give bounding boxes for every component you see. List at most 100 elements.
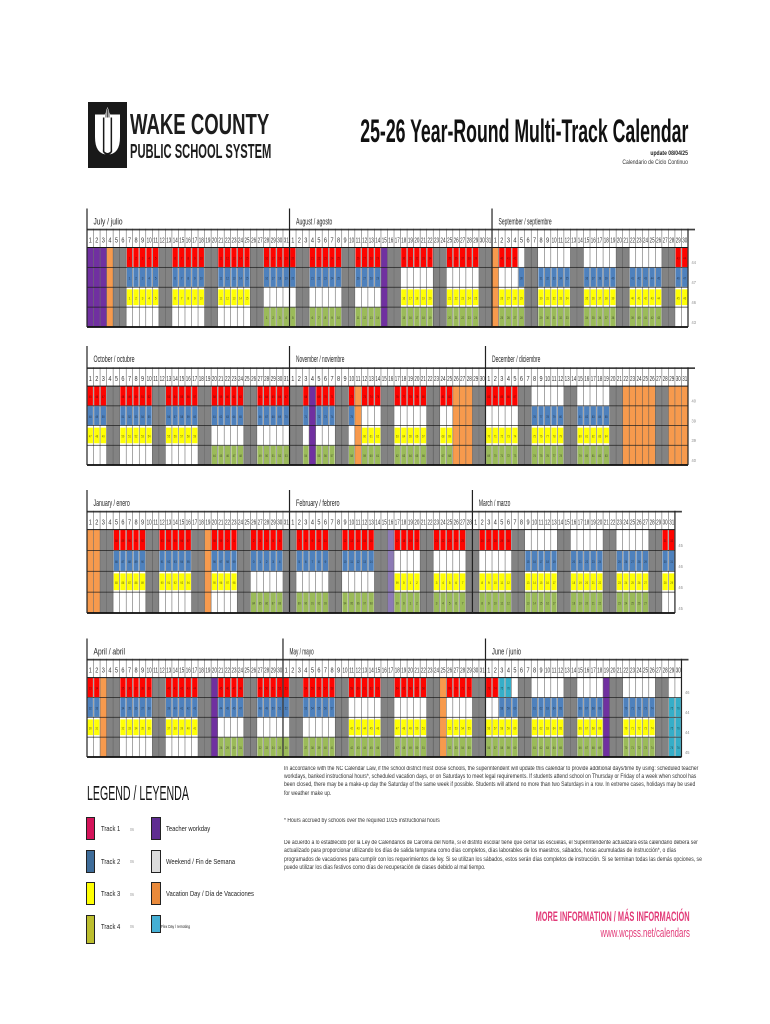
svg-text:3: 3 xyxy=(102,374,105,383)
svg-text:46: 46 xyxy=(376,745,379,750)
svg-text:13: 13 xyxy=(369,374,374,383)
svg-text:4: 4 xyxy=(148,295,150,300)
svg-text:25: 25 xyxy=(474,295,477,300)
svg-text:62: 62 xyxy=(220,414,223,419)
svg-text:71: 71 xyxy=(500,453,503,458)
svg-text:10: 10 xyxy=(545,665,550,674)
svg-text:89: 89 xyxy=(122,538,125,543)
svg-text:11: 11 xyxy=(153,517,158,526)
svg-text:11: 11 xyxy=(153,665,158,674)
svg-text:28: 28 xyxy=(460,665,465,674)
svg-text:49: 49 xyxy=(259,453,262,458)
svg-text:13: 13 xyxy=(565,665,570,674)
svg-text:17: 17 xyxy=(388,665,393,674)
svg-text:25: 25 xyxy=(461,538,464,543)
svg-text:61: 61 xyxy=(533,745,536,750)
svg-text:38: 38 xyxy=(148,706,151,711)
svg-text:16: 16 xyxy=(533,559,536,564)
svg-text:56: 56 xyxy=(324,706,327,711)
svg-text:44: 44 xyxy=(657,295,660,300)
svg-text:61: 61 xyxy=(533,706,536,711)
svg-text:17: 17 xyxy=(192,517,197,526)
svg-text:8: 8 xyxy=(305,538,307,543)
svg-text:55: 55 xyxy=(311,686,314,691)
svg-text:April / abril: April / abril xyxy=(94,646,126,657)
svg-text:78: 78 xyxy=(559,453,562,458)
svg-text:6: 6 xyxy=(305,559,307,564)
svg-text:30: 30 xyxy=(682,235,687,244)
svg-text:50: 50 xyxy=(272,706,275,711)
svg-text:65: 65 xyxy=(402,686,405,691)
svg-text:23: 23 xyxy=(630,665,635,674)
svg-text:8: 8 xyxy=(533,665,536,674)
svg-text:9: 9 xyxy=(141,665,144,674)
svg-text:14: 14 xyxy=(578,235,583,244)
svg-text:97: 97 xyxy=(187,538,190,543)
svg-text:98: 98 xyxy=(213,538,216,543)
svg-text:24: 24 xyxy=(637,374,642,383)
svg-text:90: 90 xyxy=(161,580,164,585)
svg-text:10: 10 xyxy=(552,235,557,244)
svg-text:47: 47 xyxy=(396,725,399,730)
svg-text:55: 55 xyxy=(148,414,151,419)
svg-text:45: 45 xyxy=(370,745,373,750)
svg-text:24: 24 xyxy=(468,295,471,300)
svg-text:78: 78 xyxy=(546,414,549,419)
svg-text:11: 11 xyxy=(324,538,327,543)
svg-text:75: 75 xyxy=(350,414,353,419)
svg-text:44: 44 xyxy=(692,260,697,266)
svg-text:43: 43 xyxy=(357,725,360,730)
svg-text:28: 28 xyxy=(520,315,523,320)
svg-text:12: 12 xyxy=(160,235,165,244)
svg-text:43: 43 xyxy=(657,315,660,320)
svg-text:21: 21 xyxy=(218,374,223,383)
svg-text:7: 7 xyxy=(298,538,300,543)
svg-text:33: 33 xyxy=(559,295,562,300)
svg-text:7: 7 xyxy=(533,235,536,244)
svg-text:37: 37 xyxy=(592,275,595,280)
svg-text:19: 19 xyxy=(285,256,288,261)
svg-text:30: 30 xyxy=(540,295,543,300)
svg-text:17: 17 xyxy=(591,374,596,383)
svg-text:3: 3 xyxy=(142,256,144,261)
svg-text:25: 25 xyxy=(618,559,621,564)
svg-text:75: 75 xyxy=(533,434,536,439)
svg-text:16: 16 xyxy=(265,256,268,261)
svg-text:25: 25 xyxy=(447,235,452,244)
svg-text:37: 37 xyxy=(135,686,138,691)
svg-text:73: 73 xyxy=(324,414,327,419)
svg-text:63: 63 xyxy=(546,706,549,711)
svg-text:54: 54 xyxy=(461,745,464,750)
svg-text:29: 29 xyxy=(644,559,647,564)
svg-text:23: 23 xyxy=(617,517,622,526)
svg-text:4: 4 xyxy=(108,665,111,674)
svg-text:59: 59 xyxy=(507,706,510,711)
svg-text:18: 18 xyxy=(278,256,281,261)
svg-text:11: 11 xyxy=(356,374,361,383)
svg-text:19: 19 xyxy=(205,235,210,244)
svg-text:46: 46 xyxy=(376,725,379,730)
svg-text:34: 34 xyxy=(559,275,562,280)
svg-text:3: 3 xyxy=(436,601,438,606)
svg-text:12: 12 xyxy=(362,374,367,383)
svg-text:44: 44 xyxy=(685,730,690,736)
svg-text:23: 23 xyxy=(324,256,327,261)
svg-text:12: 12 xyxy=(545,517,550,526)
svg-text:21: 21 xyxy=(623,235,628,244)
svg-text:25: 25 xyxy=(500,315,503,320)
svg-text:79: 79 xyxy=(559,434,562,439)
svg-text:5: 5 xyxy=(317,517,320,526)
svg-text:8: 8 xyxy=(318,559,320,564)
svg-text:3: 3 xyxy=(272,559,274,564)
svg-text:95: 95 xyxy=(174,538,177,543)
svg-text:71: 71 xyxy=(631,745,634,750)
svg-text:5: 5 xyxy=(449,601,451,606)
svg-text:37: 37 xyxy=(304,745,307,750)
svg-text:61: 61 xyxy=(533,725,536,730)
svg-text:2: 2 xyxy=(272,315,274,320)
svg-text:28: 28 xyxy=(220,745,223,750)
svg-text:12: 12 xyxy=(160,665,165,674)
svg-text:1: 1 xyxy=(89,235,92,244)
svg-text:54: 54 xyxy=(311,706,314,711)
svg-text:29: 29 xyxy=(669,665,674,674)
